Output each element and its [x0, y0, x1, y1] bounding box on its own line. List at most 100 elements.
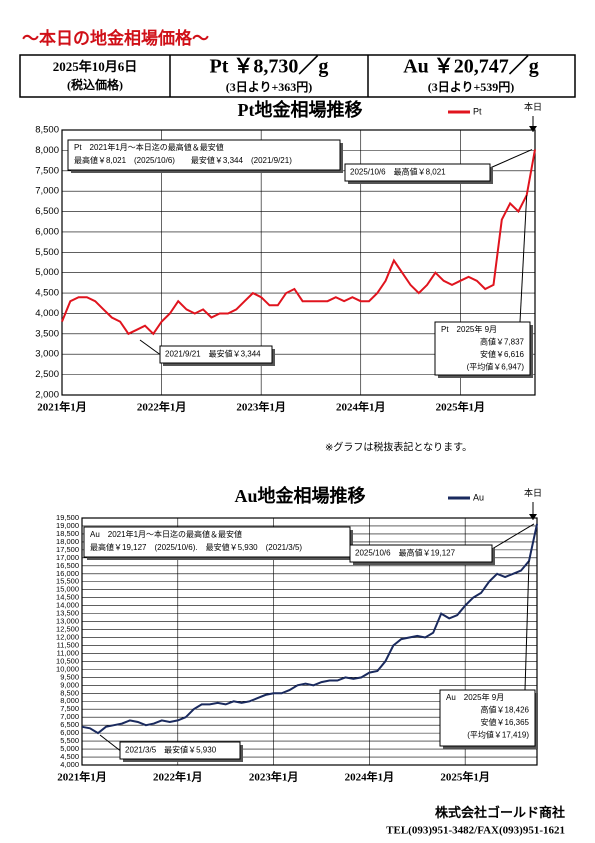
month-box-text: Pt 2025年 9月: [441, 324, 497, 334]
y-tick-label: 4,000: [60, 760, 79, 769]
high-note: 2025/10/6 最高値￥19,127: [355, 548, 456, 558]
y-tick-label: 7,000: [60, 712, 79, 721]
y-tick-label: 12,500: [56, 625, 79, 634]
low-note: 2021/9/21 最安値￥3,344: [165, 349, 261, 359]
chart-title: Pt地金相場推移: [238, 99, 363, 120]
y-tick-label: 19,500: [56, 513, 79, 522]
y-tick-label: 11,500: [57, 640, 79, 649]
pt-price: Pt ￥8,730／g: [210, 55, 329, 78]
au-change: (3日より+539円): [428, 80, 515, 94]
y-tick-label: 8,000: [60, 696, 79, 705]
y-tick-label: 19,000: [56, 521, 79, 530]
line: [81, 523, 538, 735]
today-label: 本日: [524, 487, 542, 498]
y-tick-label: 10,500: [56, 656, 79, 665]
low-pointer: [139, 339, 161, 355]
y-tick-label: 10,000: [56, 664, 79, 673]
x-tick-label: 2025年1月: [440, 770, 490, 784]
y-tick-label: 8,500: [35, 125, 59, 136]
y-tick-label: 6,500: [60, 720, 79, 729]
low-note-box: [159, 345, 273, 364]
y-tick-label: 4,000: [35, 308, 59, 319]
month-pointer: [519, 195, 528, 323]
x-tick-label: 2024年1月: [336, 400, 386, 414]
high-pointer: [489, 149, 533, 169]
y-tick-label: 14,000: [56, 601, 79, 610]
y-tick-label: 5,500: [35, 247, 59, 258]
y-tick-label: 12,000: [56, 633, 79, 642]
today-label: 本日: [524, 101, 542, 112]
y-tick-label: 16,500: [56, 561, 79, 570]
tax-footnote: ※グラフは税抜表記となります。: [325, 441, 472, 454]
x-tick-label: 2023年1月: [236, 400, 286, 414]
summary-text: 最高値￥8,021 (2025/10/6) 最安値￥3,344 (2021/9/…: [74, 155, 292, 165]
legend-label: Pt: [473, 106, 482, 116]
tax-note: (税込価格): [67, 77, 123, 92]
y-tick-label: 17,000: [56, 553, 79, 562]
y-tick-label: 5,500: [60, 736, 79, 745]
month-box-text: (平均値￥17,419): [467, 730, 529, 740]
chart-title: Au地金相場推移: [234, 485, 365, 506]
y-tick-label: 15,500: [56, 577, 79, 586]
x-tick-label: 2024年1月: [345, 770, 395, 784]
x-tick-label: 2021年1月: [37, 400, 87, 414]
y-tick-label: 5,000: [35, 267, 59, 278]
high-note-box: [349, 544, 493, 563]
y-tick-label: 17,500: [56, 545, 79, 554]
y-tick-label: 13,500: [56, 609, 79, 618]
y-tick-label: 9,500: [60, 672, 79, 681]
contact: TEL(093)951-3482/FAX(093)951-1621: [386, 825, 565, 837]
y-tick-label: 2,000: [35, 390, 59, 401]
y-tick-label: 7,500: [60, 704, 79, 713]
month-box: [439, 689, 536, 747]
y-tick-label: 14,500: [56, 593, 79, 602]
y-tick-label: 13,000: [56, 617, 79, 626]
month-box: [434, 321, 531, 376]
month-pointer: [524, 561, 530, 691]
y-tick-label: 7,500: [35, 165, 59, 176]
y-tick-label: 3,500: [35, 328, 59, 339]
month-box-text: 高値￥18,426: [481, 705, 530, 715]
header-title: ～本日の地金相場価格～: [22, 28, 209, 48]
summary-text: Pt 2021年1月～本日迄の最高値＆最安値: [74, 142, 224, 152]
month-box-text: 安値￥16,365: [481, 717, 530, 727]
y-tick-label: 8,500: [60, 688, 79, 697]
company: 株式会社ゴールド商社: [435, 805, 565, 820]
summary-text: Au 2021年1月～本日迄の最高値＆最安値: [90, 529, 242, 539]
y-tick-label: 6,500: [35, 206, 59, 217]
au-price: Au ￥20,747／g: [403, 55, 539, 78]
y-tick-label: 8,000: [35, 145, 59, 156]
x-tick-label: 2022年1月: [153, 770, 203, 784]
y-tick-label: 7,000: [35, 186, 59, 197]
today-arrowhead: [529, 514, 537, 520]
pt-change: (3日より+363円): [226, 80, 313, 94]
month-box-text: (平均値￥6,947): [467, 362, 525, 372]
month-box-text: Au 2025年 9月: [446, 692, 504, 702]
y-tick-label: 6,000: [60, 728, 79, 737]
month-box-text: 高値￥7,837: [480, 337, 525, 347]
high-pointer: [491, 523, 535, 550]
y-tick-label: 15,000: [56, 585, 79, 594]
summary-text: 最高値￥19,127 (2025/10/6). 最安値￥5,930 (2021/…: [90, 542, 302, 552]
price-table: [19, 54, 576, 98]
y-tick-label: 18,500: [56, 529, 79, 538]
low-note-box: [119, 741, 241, 760]
x-tick-label: 2025年1月: [436, 400, 486, 414]
y-tick-label: 2,500: [35, 369, 59, 380]
summary-box: [67, 139, 341, 171]
y-tick-label: 5,000: [60, 744, 79, 753]
high-note-box: [344, 163, 491, 182]
y-tick-label: 4,500: [60, 752, 79, 761]
y-tick-label: 3,000: [35, 349, 59, 360]
x-tick-label: 2023年1月: [249, 770, 299, 784]
line: [61, 149, 536, 336]
y-tick-label: 6,000: [35, 226, 59, 237]
y-tick-label: 4,500: [35, 288, 59, 299]
legend-label: Au: [473, 492, 484, 502]
y-tick-label: 11,000: [57, 648, 79, 657]
summary-box: [83, 526, 351, 558]
today-arrowhead: [529, 126, 537, 132]
month-box-text: 安値￥6,616: [480, 349, 525, 359]
